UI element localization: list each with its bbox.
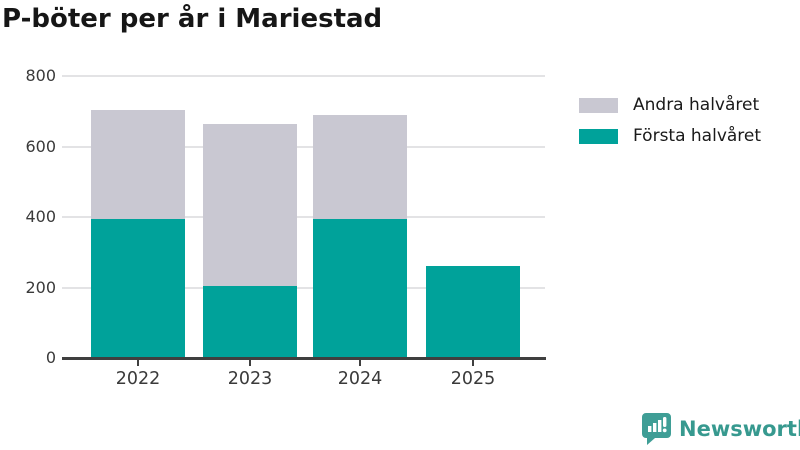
gridline-200 — [62, 286, 545, 289]
x-axis-tick — [137, 360, 139, 366]
newsworthy-bubble-icon — [642, 413, 671, 445]
bar-segment-2025-första — [426, 266, 520, 358]
newsworthy-logo: Newsworthy — [641, 412, 800, 445]
y-axis-tick-label: 600 — [25, 136, 56, 156]
legend: Andra halvåret Första halvåret — [579, 95, 761, 146]
bar-segment-2022-andra — [91, 109, 185, 219]
x-axis-tick — [359, 360, 361, 366]
bar-segment-2023-andra — [203, 123, 297, 286]
x-axis-line — [62, 357, 546, 360]
y-axis-tick-label: 0 — [45, 348, 56, 367]
legend-label: Andra halvåret — [633, 95, 760, 115]
x-axis-tick-label: 2022 — [115, 369, 161, 389]
legend-label: Första halvåret — [633, 126, 762, 146]
bar-segment-2022-första — [91, 218, 185, 358]
bar-segment-2024-första — [313, 218, 407, 358]
x-axis-tick — [472, 360, 474, 366]
x-axis-tick-label: 2023 — [227, 369, 273, 389]
bar-segment-2023-första — [203, 285, 297, 358]
brand-name: Newsworthy — [679, 416, 800, 441]
legend-swatch — [579, 128, 618, 144]
legend-item: Första halvåret — [579, 126, 761, 146]
gridline-400 — [62, 216, 545, 218]
gridline-600 — [62, 145, 545, 148]
y-axis-tick-label: 400 — [25, 207, 56, 226]
y-axis-tick-label: 800 — [25, 66, 56, 85]
x-axis-tick-label: 2024 — [337, 369, 383, 389]
x-axis-tick — [249, 360, 251, 366]
legend-swatch — [579, 97, 618, 113]
bar-segment-2024-andra — [313, 114, 407, 219]
legend-item: Andra halvåret — [579, 95, 761, 115]
chart-title: P-böter per år i Mariestad — [2, 4, 383, 34]
plot-area — [62, 75, 545, 358]
x-axis-tick-label: 2025 — [450, 369, 496, 389]
y-axis-tick-label: 200 — [25, 277, 56, 297]
gridline-800 — [62, 75, 545, 77]
